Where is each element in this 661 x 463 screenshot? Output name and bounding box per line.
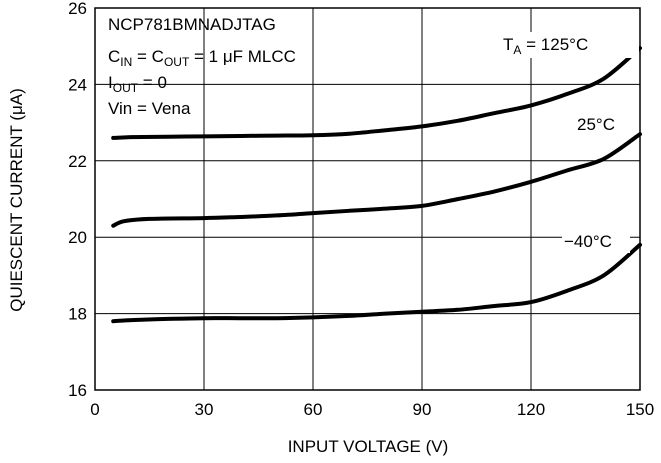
series-line-25c	[111, 132, 642, 228]
series-line-minus40c	[111, 242, 642, 324]
y-tick-label: 18	[68, 305, 87, 324]
series-lines	[111, 46, 642, 324]
annotation-block: NCP781BMNADJTAG CIN = COUT = 1 μF MLCC I…	[108, 15, 296, 118]
x-axis-title: INPUT VOLTAGE (V)	[288, 437, 449, 456]
x-tick-label: 150	[626, 400, 654, 419]
series-label-125c: TA = 125°C	[503, 35, 588, 57]
series-label-bg-25c	[573, 113, 629, 137]
vin-annotation: Vin = Vena	[108, 99, 191, 118]
series-label-bg-125c	[499, 32, 639, 58]
tick-labels: 0 30 60 90 120 150 16 18 20 22 24 26	[68, 0, 654, 419]
series-label-25c: 25°C	[577, 115, 615, 134]
y-tick-label: 26	[68, 0, 87, 18]
y-tick-label: 16	[68, 381, 87, 400]
device-annotation: NCP781BMNADJTAG	[108, 15, 276, 34]
series-label-bg-minus40c	[562, 229, 630, 253]
y-tick-label: 22	[68, 152, 87, 171]
series-label-minus40c: −40°C	[564, 232, 612, 251]
y-tick-label: 24	[68, 75, 87, 94]
y-tick-label: 20	[68, 228, 87, 247]
iout-annotation: IOUT = 0	[108, 73, 167, 95]
x-tick-label: 90	[413, 400, 432, 419]
x-tick-label: 30	[195, 400, 214, 419]
series-labels: TA = 125°C 25°C −40°C	[499, 32, 639, 253]
x-tick-label: 120	[517, 400, 545, 419]
x-tick-label: 0	[90, 400, 99, 419]
plot-frame	[94, 7, 641, 391]
capacitor-annotation: CIN = COUT = 1 μF MLCC	[108, 47, 296, 69]
series-line-125c	[111, 46, 642, 140]
y-axis-title: QUIESCENT CURRENT (μA)	[7, 88, 26, 312]
x-tick-label: 60	[304, 400, 323, 419]
